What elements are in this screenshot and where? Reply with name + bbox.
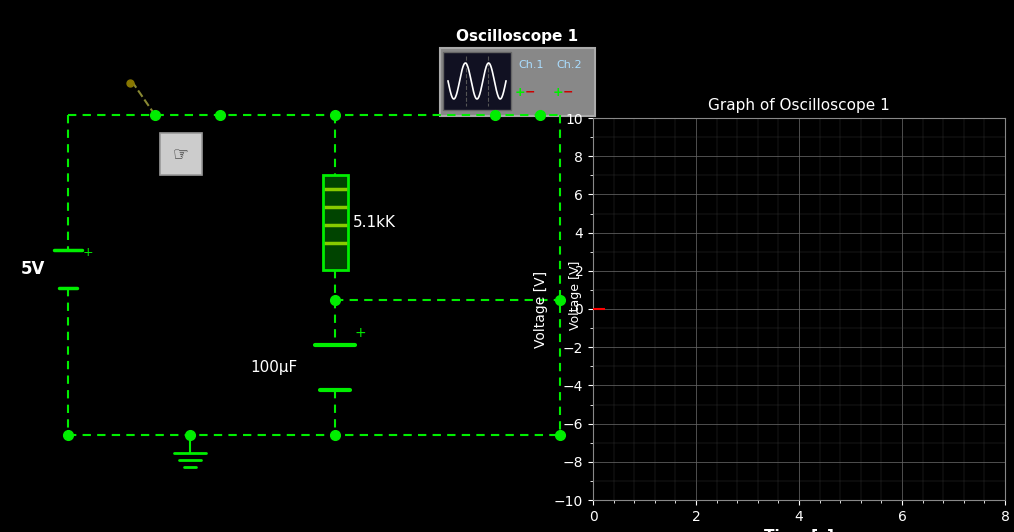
- Bar: [440, 48, 595, 116]
- Text: +: +: [553, 86, 564, 99]
- Text: −: −: [563, 86, 573, 99]
- Text: Ch.2: Ch.2: [556, 60, 582, 70]
- Text: 5V: 5V: [21, 260, 46, 278]
- Text: −: −: [525, 86, 535, 99]
- Bar: [160, 133, 202, 175]
- Text: Ch.1: Ch.1: [518, 60, 544, 70]
- Y-axis label: Voltage [V]: Voltage [V]: [534, 270, 549, 347]
- Bar: [443, 52, 511, 110]
- Title: Graph of Oscilloscope 1: Graph of Oscilloscope 1: [708, 98, 890, 113]
- Text: +: +: [83, 245, 93, 259]
- Bar: [322, 175, 348, 270]
- Text: +: +: [515, 86, 525, 99]
- Text: +: +: [354, 326, 366, 340]
- Text: 100μF: 100μF: [250, 360, 297, 375]
- Text: 5.1kK: 5.1kK: [353, 215, 396, 230]
- X-axis label: Time [s]: Time [s]: [765, 529, 834, 532]
- Text: Voltage [V]: Voltage [V]: [570, 260, 582, 330]
- Text: Oscilloscope 1: Oscilloscope 1: [456, 29, 579, 44]
- Text: ☞: ☞: [173, 145, 189, 163]
